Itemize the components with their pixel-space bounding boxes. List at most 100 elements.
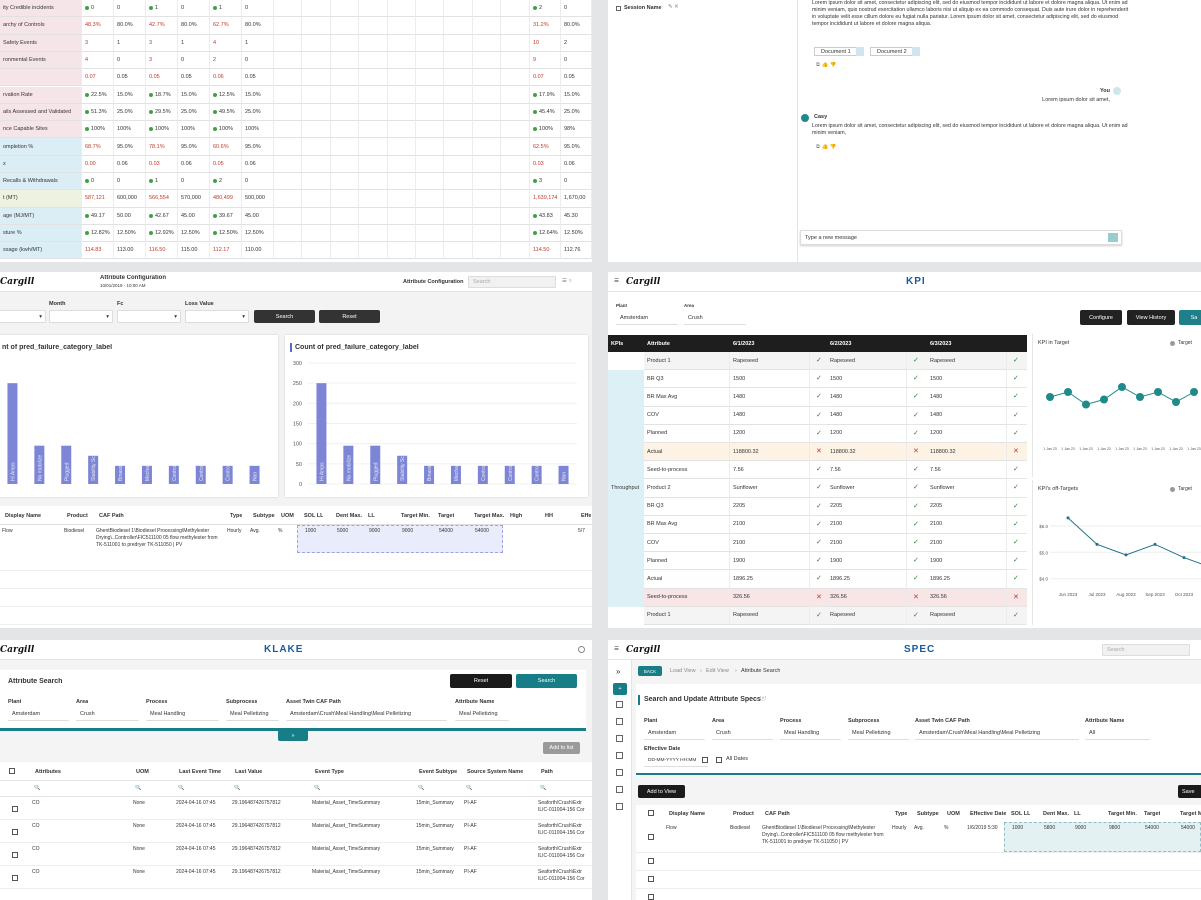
column-header: Path (541, 768, 553, 775)
value-cell: 29.5% (146, 103, 178, 122)
row-checkbox[interactable] (648, 894, 654, 900)
row-checkbox[interactable] (12, 875, 18, 881)
document-chip[interactable]: Document 2 (870, 47, 918, 56)
value-cell: Sunflower (827, 479, 907, 498)
x-tick-label: Stability Sc (400, 456, 406, 481)
add-icon[interactable]: + (613, 683, 627, 695)
filter-select[interactable]: Meal Handling (780, 726, 841, 740)
filter-select[interactable]: Crush (684, 312, 746, 325)
empty-cell (472, 138, 502, 156)
filter-select[interactable]: ▾ (185, 310, 249, 323)
value-cell: 1896.25 (927, 570, 1007, 589)
column-header: SOL LL (1011, 811, 1031, 817)
empty-cell (302, 69, 331, 87)
value-cell: 500,000 (242, 190, 274, 208)
empty-cell (444, 121, 473, 139)
filter-select[interactable]: Crush (712, 726, 773, 740)
message-input[interactable]: Type a new message (800, 230, 1122, 245)
value-cell: 587,121 (82, 190, 114, 208)
status-dot (85, 92, 89, 97)
table-cell: 9000 (1075, 825, 1087, 831)
filter-select[interactable]: Meal Handling (146, 707, 219, 721)
point (1118, 383, 1126, 391)
add-button[interactable]: Add to View (638, 785, 685, 798)
filter-select[interactable]: Amsterdam\Crush\Meal Handling\Meal Pelle… (286, 707, 447, 721)
value-cell: 480,499 (210, 190, 242, 208)
action-button[interactable]: View History (1127, 310, 1175, 325)
filter-select[interactable]: Meal Pelletizing (848, 726, 909, 740)
save-button[interactable]: Save (1178, 785, 1201, 798)
point (1100, 395, 1108, 404)
value-cell: 1480 (827, 406, 907, 425)
reset-button[interactable]: Reset (450, 674, 512, 688)
filter-select[interactable]: Crush (76, 707, 139, 721)
app-logo: KLAKE (264, 644, 304, 655)
action-button[interactable]: Sa (1179, 310, 1201, 325)
empty-cell (387, 34, 416, 52)
filter-select[interactable]: Amsterdam (8, 707, 69, 721)
column-header: UOM (136, 768, 149, 775)
total-cell: 10 (530, 34, 561, 52)
table-cell: Seaforth\Crush\Extr ILIC-011004-156 Cor (538, 846, 585, 859)
column-header: Display Name (5, 513, 42, 519)
table-cell: Material_Asset_TimeSummary (312, 800, 381, 806)
search-button[interactable]: Search (254, 310, 315, 323)
total-cell: 12.64% (530, 224, 561, 243)
date-input[interactable]: DD-MM-YYYY HH:MM (644, 754, 708, 767)
page-title: Attribute Configuration (100, 275, 166, 281)
menu-icon: ☰ (614, 646, 619, 652)
filter-select[interactable]: ▾ (49, 310, 113, 323)
feedback-icons: ⧉ 👍 👎 (816, 62, 837, 68)
attribute-cell: Product 1 (644, 606, 730, 625)
filter-label: Loss Value (185, 301, 214, 307)
document-chip[interactable]: Document 1 (814, 47, 862, 56)
search-input[interactable]: Search (468, 276, 556, 288)
reset-button[interactable]: Reset (319, 310, 380, 323)
action-button[interactable]: Configure (1080, 310, 1122, 325)
filter-select[interactable]: Meal Pelletizing (226, 707, 279, 721)
empty-cell (387, 173, 416, 191)
value-cell: 12.5% (210, 86, 242, 104)
collapse-tab[interactable]: » (278, 730, 308, 741)
row-checkbox[interactable] (12, 852, 18, 858)
value-cell: 1 (146, 173, 178, 191)
all-dates-checkbox[interactable] (716, 757, 722, 763)
empty-cell (359, 86, 388, 104)
row-checkbox[interactable] (648, 834, 654, 840)
send-button[interactable] (1108, 233, 1118, 242)
value-cell: 0 (114, 173, 146, 191)
row-checkbox[interactable] (12, 806, 18, 812)
value-cell: 100% (210, 121, 242, 139)
filter-select[interactable]: All (1085, 726, 1150, 740)
row-checkbox[interactable] (648, 876, 654, 882)
empty-cell (302, 51, 331, 70)
empty-cell (330, 86, 360, 104)
empty-cell (387, 224, 416, 243)
y-tick-label: $5.0 (1039, 550, 1048, 555)
filter-select[interactable]: Amsterdam (616, 312, 678, 325)
total-cell: 31.2% (530, 17, 561, 35)
logo: Cargill (626, 645, 661, 655)
table-cell: GhentBiodiesel 1\Biodiesel Processing\Me… (762, 825, 884, 845)
value-cell: 0 (114, 51, 146, 70)
filter-select[interactable]: Amsterdam\Crush\Meal Handling\Meal Pelle… (915, 726, 1079, 740)
row-label: Safety Events (0, 34, 82, 52)
filter-select[interactable]: Amsterdam (644, 726, 705, 740)
filter-select[interactable]: ▾ (117, 310, 181, 323)
row-checkbox[interactable] (12, 829, 18, 835)
empty-cell (472, 69, 502, 87)
bot-name: Casy (814, 114, 828, 120)
row-checkbox[interactable] (648, 858, 654, 864)
table-cell: 9000 (402, 528, 414, 534)
filter-select[interactable]: Meal Pelletizing (455, 707, 509, 721)
value-cell: 0.05 (114, 69, 146, 87)
point (1124, 553, 1128, 557)
add-button[interactable]: Add to list (543, 742, 580, 754)
bar (7, 383, 18, 484)
x-tick-label: Contro (508, 466, 514, 481)
back-button[interactable]: BACK (638, 666, 662, 676)
nav-icon (616, 752, 623, 759)
value-cell: 2 (210, 173, 242, 191)
search-input[interactable]: Search (1102, 644, 1190, 656)
search-button[interactable]: Search (516, 674, 577, 688)
